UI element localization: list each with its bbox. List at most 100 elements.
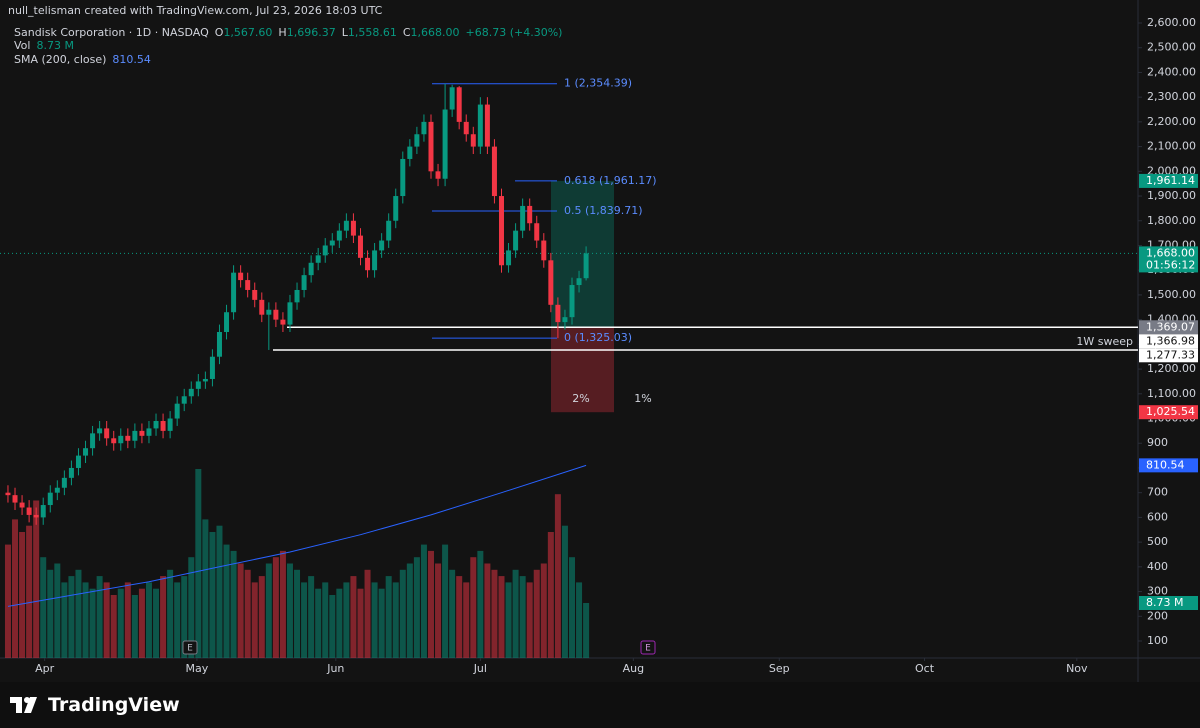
vol-value: 8.73 M: [36, 39, 73, 52]
candle-body: [146, 428, 152, 436]
symbol: Sandisk Corporation · 1D · NASDAQ: [14, 26, 209, 39]
candle-body: [414, 134, 420, 147]
volume-bar: [505, 582, 512, 658]
x-tick-label: Apr: [35, 662, 55, 675]
candle-body: [386, 220, 392, 241]
volume-bar: [554, 494, 561, 658]
position-label: 1%: [634, 392, 651, 405]
y-tick-label: 2,100.00: [1147, 140, 1196, 153]
volume-bar: [160, 576, 167, 658]
volume-bar: [519, 576, 526, 658]
candle-body: [301, 275, 307, 290]
y-tick-label: 1,100.00: [1147, 387, 1196, 400]
volume-bar: [399, 569, 406, 658]
volume-bar: [286, 563, 293, 658]
volume-bar: [89, 588, 96, 658]
volume-bar: [272, 557, 279, 658]
x-tick-label: Jun: [326, 662, 344, 675]
volume-bar: [117, 588, 124, 658]
candle-body: [273, 309, 279, 320]
candle-body: [61, 477, 67, 488]
candle-body: [294, 289, 300, 303]
volume-bar: [279, 550, 286, 658]
volume-bar: [378, 588, 385, 658]
candle-body: [47, 492, 53, 506]
y-tick-label: 2,500.00: [1147, 41, 1196, 54]
logo-text: TradingView: [48, 694, 180, 716]
y-tick-label: 1,200.00: [1147, 362, 1196, 375]
price-tag: [1139, 246, 1198, 273]
volume-bar: [484, 563, 491, 658]
volume-bar: [258, 576, 265, 658]
volume-bar: [96, 576, 103, 658]
price-tag: [1139, 173, 1198, 188]
y-tick-label: 2,200.00: [1147, 115, 1196, 128]
candle-body: [195, 381, 201, 389]
volume-bar: [357, 588, 364, 658]
candle-body: [12, 495, 18, 503]
price-tag: [1139, 334, 1198, 349]
ohlc-key: H: [278, 26, 286, 39]
candle-body: [442, 109, 448, 179]
y-tick-label: 400: [1147, 560, 1168, 573]
x-tick-label: Sep: [769, 662, 790, 675]
volume-bar: [498, 576, 505, 658]
candle-body: [449, 87, 455, 110]
volume-bar: [209, 532, 216, 658]
volume-bar: [420, 544, 427, 658]
volume-bar: [131, 595, 138, 658]
volume-bar: [315, 588, 322, 658]
volume-bar: [449, 569, 456, 658]
volume-bar: [244, 569, 251, 658]
candle-body: [111, 438, 117, 444]
x-tick-label: Aug: [623, 662, 644, 675]
volume-bar: [47, 569, 54, 658]
y-tick-label: 300: [1147, 585, 1168, 598]
candle-body: [541, 240, 547, 261]
fib-label: 0.5 (1,839.71): [564, 204, 643, 217]
volume-bar: [40, 557, 47, 658]
chart: null_telisman created with TradingView.c…: [0, 0, 1200, 682]
candle-body: [372, 250, 378, 271]
ohlc-value: 1,558.61: [348, 26, 397, 39]
ohlc-key: C: [403, 26, 411, 39]
candle-body: [350, 220, 356, 236]
price-tag: [1139, 320, 1198, 335]
position-loss: [551, 327, 614, 413]
y-tick-label: 600: [1147, 510, 1168, 523]
symbol-line: Sandisk Corporation · 1D · NASDAQ O1,567.…: [14, 26, 562, 39]
volume-bar: [230, 550, 237, 658]
volume-bar: [124, 582, 131, 658]
candle-body: [379, 240, 385, 251]
candle-body: [343, 220, 349, 231]
volume-bar: [237, 563, 244, 658]
candle-body: [576, 278, 582, 286]
price-tag-label: 1,366.98: [1146, 334, 1195, 347]
sma-line: [7, 464, 587, 607]
candle-body: [336, 230, 342, 241]
change: +68.73 (+4.30%): [465, 26, 562, 39]
volume-bar: [343, 582, 350, 658]
candle-body: [209, 356, 215, 379]
candle-body: [287, 302, 293, 325]
volume-bar: [568, 557, 575, 658]
price-tag-label: 1,369.07: [1146, 320, 1195, 333]
volume-bar: [82, 582, 89, 658]
volume-bar: [583, 603, 590, 658]
volume-bar: [576, 582, 583, 658]
candle-body: [202, 378, 208, 382]
ohlc-value: 1,668.00: [411, 26, 460, 39]
volume-bar: [547, 532, 554, 658]
ohlc-key: O: [215, 26, 224, 39]
price-tag: [1139, 458, 1198, 473]
ohlc-key: L: [342, 26, 349, 39]
y-tick-label: 1,900.00: [1147, 189, 1196, 202]
candle-body: [470, 134, 476, 147]
candle-body: [491, 146, 497, 197]
volume-bar: [195, 469, 202, 658]
candle-body: [329, 240, 335, 246]
candle-body: [513, 230, 519, 251]
x-tick-label: Nov: [1066, 662, 1088, 675]
candle-body: [435, 171, 441, 179]
